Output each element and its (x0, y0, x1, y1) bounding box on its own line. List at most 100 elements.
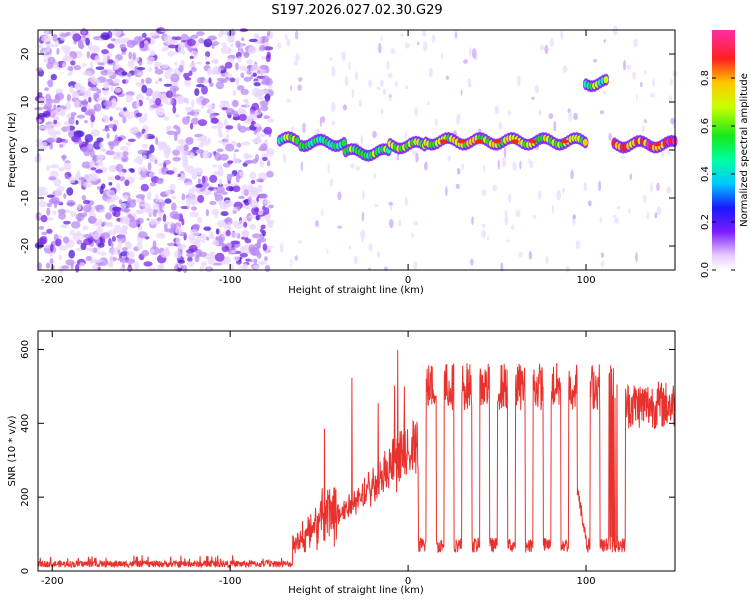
stripe-blob (471, 216, 474, 225)
noise-blob (144, 112, 148, 122)
noise-blob (100, 148, 107, 152)
noise-blob (136, 132, 142, 139)
noise-blob (66, 125, 71, 133)
noise-blob (221, 42, 227, 48)
noise-blob (252, 72, 257, 77)
noise-blob (194, 167, 204, 176)
stripe-blob (326, 248, 329, 255)
stripe-blob (351, 88, 355, 99)
noise-blob (89, 61, 94, 70)
stripe-blob (629, 173, 633, 180)
noise-blob (94, 55, 101, 63)
stripe-blob (654, 212, 658, 219)
noise-blob (127, 60, 135, 68)
noise-blob (46, 228, 53, 234)
noise-blob (249, 223, 256, 230)
noise-blob (232, 157, 241, 164)
x-tick-label: -100 (219, 576, 242, 587)
noise-blob (146, 191, 152, 201)
noise-blob (117, 240, 123, 248)
noise-blob (93, 140, 102, 150)
noise-blob (148, 135, 156, 139)
noise-blob (266, 160, 271, 167)
noise-blob (53, 178, 62, 187)
stripe-blob (396, 153, 399, 161)
noise-blob (177, 260, 185, 264)
noise-blob (263, 115, 270, 120)
stripe-blob (467, 78, 472, 85)
stripe-blob (394, 81, 399, 87)
stripe-blob (602, 91, 607, 95)
noise-blob (260, 143, 268, 151)
colorbar-tick-label: 0.6 (700, 118, 711, 134)
noise-blob (131, 199, 136, 203)
noise-blob (126, 243, 133, 250)
noise-blob (245, 258, 252, 262)
noise-blob (153, 61, 162, 67)
noise-blob (220, 64, 225, 71)
noise-blob (85, 37, 90, 46)
noise-blob (126, 72, 132, 77)
noise-blob (55, 88, 64, 94)
noise-blob (97, 242, 105, 248)
noise-blob (96, 97, 106, 101)
noise-blob (235, 77, 240, 86)
stripe-blob (626, 64, 632, 70)
noise-blob (115, 183, 121, 192)
noise-blob (39, 236, 47, 245)
noise-blob (259, 159, 264, 168)
noise-blob (135, 209, 142, 214)
noise-blob (157, 209, 161, 216)
stripe-blob (344, 75, 349, 87)
stripe-blob (321, 208, 324, 217)
noise-blob (112, 206, 122, 212)
stripe-blob (652, 78, 655, 88)
stripe-blob (644, 70, 647, 75)
noise-blob (191, 117, 199, 125)
signal-peak (457, 139, 466, 144)
noise-blob (62, 154, 66, 162)
noise-blob (83, 233, 92, 239)
stripe-blob (494, 105, 500, 114)
stripe-blob (337, 191, 342, 201)
noise-blob (70, 60, 76, 66)
noise-blob (265, 54, 271, 63)
signal-peak (560, 139, 569, 144)
noise-blob (115, 163, 124, 172)
stripe-blob (598, 180, 602, 192)
noise-blob (135, 217, 144, 225)
noise-blob (63, 220, 71, 225)
noise-blob (256, 240, 261, 249)
noise-blob (239, 171, 244, 177)
stripe-blob (354, 71, 358, 81)
noise-blob (90, 114, 96, 123)
spectrogram-marks (34, 25, 678, 274)
x-tick-label: 100 (576, 275, 595, 286)
noise-blob (177, 44, 185, 54)
noise-blob (170, 202, 177, 211)
noise-blob (194, 88, 200, 97)
noise-blob (140, 183, 149, 192)
stripe-blob (661, 151, 665, 158)
noise-blob (189, 55, 194, 60)
noise-blob (260, 80, 270, 85)
noise-blob (267, 118, 275, 123)
noise-blob (123, 107, 127, 112)
noise-blob (136, 93, 144, 102)
noise-blob (177, 173, 181, 177)
noise-blob (232, 185, 241, 193)
stripe-blob (358, 99, 362, 108)
noise-blob (173, 213, 180, 220)
noise-blob (212, 164, 218, 168)
noise-blob (158, 77, 163, 82)
noise-blob (206, 104, 216, 108)
noise-blob (50, 73, 57, 81)
noise-blob (101, 183, 106, 190)
noise-blob (238, 114, 247, 121)
noise-blob (108, 248, 118, 255)
noise-blob (172, 149, 181, 156)
signal-peak (510, 139, 519, 144)
noise-blob (224, 76, 230, 81)
noise-blob (71, 221, 81, 229)
noise-blob (45, 137, 56, 144)
